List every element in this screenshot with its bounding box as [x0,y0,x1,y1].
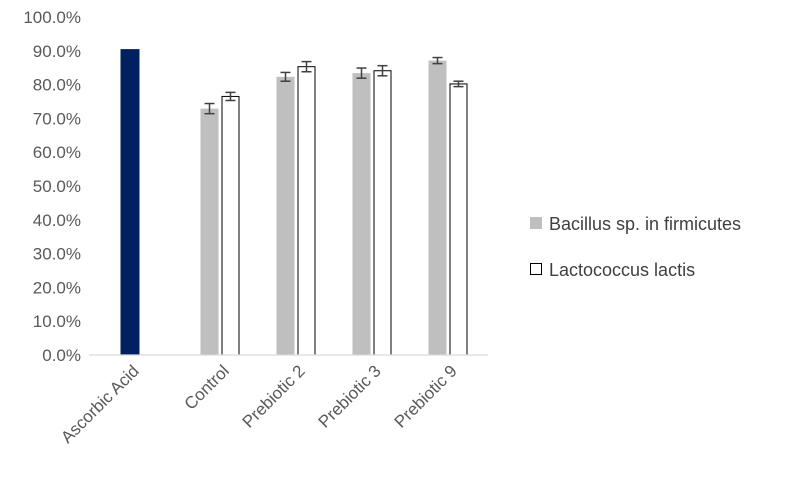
y-tick-label: 80.0% [33,76,81,95]
legend: Bacillus sp. in firmicutes Lactococcus l… [530,214,741,280]
error-bars [204,56,464,115]
legend-swatch-bacillus [530,217,542,229]
bar-lactococcus-lactis-prebiotic-2 [297,66,316,356]
y-tick-label: 10.0% [33,312,81,331]
y-tick-label: 60.0% [33,143,81,162]
x-tick-label-prebiotic-9: Prebiotic 9 [391,361,461,431]
x-tick-label-prebiotic-2: Prebiotic 2 [239,361,309,431]
y-tick-label: 90.0% [33,42,81,61]
error-bar-lactococcus-lactis-control [225,91,236,102]
y-tick-label: 50.0% [33,177,81,196]
error-bar-lactococcus-lactis-prebiotic-9 [453,80,464,88]
bar-bacillus-sp-in-firmicutes-prebiotic-3 [352,73,371,355]
bar-bacillus-sp-in-firmicutes-prebiotic-2 [276,76,295,356]
bar-marks [120,49,468,356]
error-bar-bacillus-sp-in-firmicutes-control [204,102,215,115]
bar-lactococcus-lactis-prebiotic-9 [449,83,468,356]
error-bar-lactococcus-lactis-prebiotic-3 [377,64,388,77]
bar-bacillus-sp-in-firmicutes-prebiotic-9 [428,60,447,356]
y-tick-label: 20.0% [33,278,81,297]
legend-swatch-lactococcus [530,263,542,275]
bar-lactococcus-lactis-prebiotic-3 [373,70,392,356]
x-tick-label-control: Control [181,361,233,413]
bar-ascorbic-acid [120,49,140,356]
y-tick-label: 0.0% [42,346,81,365]
legend-item-lactococcus: Lactococcus lactis [530,260,695,280]
error-bar-bacillus-sp-in-firmicutes-prebiotic-3 [356,67,367,79]
legend-item-bacillus: Bacillus sp. in firmicutes [530,214,741,234]
legend-label-lactococcus: Lactococcus lactis [549,260,695,280]
y-tick-label: 100.0% [23,8,81,27]
x-tick-label-ascorbic-acid: Ascorbic Acid [57,361,143,447]
y-tick-label: 40.0% [33,211,81,230]
legend-label-bacillus: Bacillus sp. in firmicutes [549,214,741,234]
y-axis-ticks: 0.0% 10.0% 20.0% 30.0% 40.0% 50.0% 60.0% 70.0% 8… [23,8,81,365]
x-axis-tick-labels: Ascorbic Acid Control Prebiotic 2 Prebiotic… [57,361,461,447]
error-bar-lactococcus-lactis-prebiotic-2 [301,60,312,73]
x-tick-label-prebiotic-3: Prebiotic 3 [315,361,385,431]
bar-lactococcus-lactis-control [221,95,240,356]
error-bar-bacillus-sp-in-firmicutes-prebiotic-2 [280,71,291,82]
y-tick-label: 30.0% [33,245,81,264]
bar-bacillus-sp-in-firmicutes-control [200,108,219,356]
error-bar-bacillus-sp-in-firmicutes-prebiotic-9 [432,56,443,65]
y-tick-label: 70.0% [33,109,81,128]
